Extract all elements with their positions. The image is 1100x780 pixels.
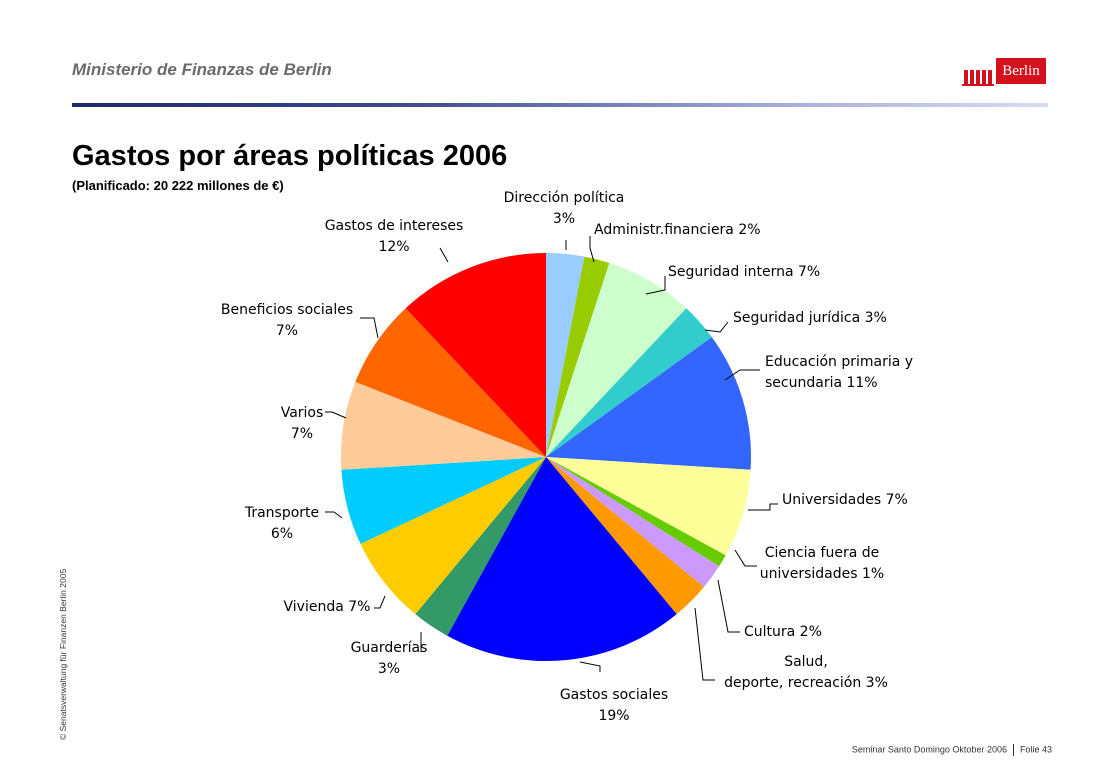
slice-label: 7% [291, 426, 313, 442]
slice-label: 19% [598, 708, 629, 724]
pie-slice [341, 457, 546, 544]
slice-label: 6% [271, 526, 293, 542]
pie-slice [546, 457, 751, 556]
slice-label: Salud, [784, 654, 828, 670]
slice-label: 3% [378, 661, 400, 677]
slice-label: Seguridad interna 7% [668, 264, 820, 280]
slice-label: Guarderías [351, 640, 428, 656]
copyright-text: © Senatsverwaltung für Finanzen Berlin 2… [58, 568, 68, 740]
slice-label: Beneficios sociales [221, 302, 353, 318]
slice-label: Seguridad jurídica 3% [733, 310, 887, 326]
pie-slice [415, 457, 546, 636]
pie-slice [447, 457, 677, 661]
footer-seminar: Seminar Santo Domingo Oktober 2006 [851, 744, 1007, 755]
slice-label: Varios [281, 405, 324, 421]
pie-slice [546, 256, 610, 457]
pie-slice [546, 457, 726, 567]
slice-label: Educación primaria y [765, 354, 913, 370]
slice-label: deporte, recreación 3% [724, 675, 888, 691]
berlin-logo: Berlin [960, 58, 1048, 92]
slice-label: Gastos sociales [560, 687, 668, 703]
footer-separator [1012, 744, 1014, 756]
pie-slice [360, 457, 546, 615]
pie-slice [405, 253, 546, 457]
leader-line [717, 579, 740, 633]
leader-line [325, 411, 347, 419]
leader-line [325, 511, 343, 519]
pie-slice [546, 253, 585, 457]
pie-slice [546, 337, 752, 470]
slice-label: Ciencia fuera de [765, 545, 879, 561]
logo-text: Berlin [996, 58, 1046, 84]
slice-label: Universidades 7% [782, 492, 908, 508]
ministry-title: Ministerio de Finanzas de Berlin [72, 60, 332, 79]
slice-label: universidades 1% [760, 566, 884, 582]
pie-slice [546, 457, 720, 588]
header-divider [72, 103, 1048, 107]
leader-line [724, 369, 760, 381]
leader-line [734, 549, 757, 567]
pie-slice [546, 457, 704, 615]
leader-line [748, 503, 778, 511]
slice-label: 3% [553, 211, 575, 227]
leader-line [360, 317, 379, 339]
leader-line [579, 661, 601, 672]
slice-label: 7% [276, 323, 298, 339]
slice-label: Cultura 2% [744, 624, 822, 640]
slice-label: Dirección política [504, 190, 625, 206]
slice-label: secundaria 11% [765, 375, 878, 391]
leader-line [589, 236, 595, 263]
footer: Seminar Santo Domingo Oktober 2006 Folie … [852, 744, 1052, 756]
leader-line [439, 247, 449, 263]
leader-line [704, 321, 729, 333]
chart-subtitle: (Planificado: 20 222 millones de €) [72, 178, 284, 193]
chart-title: Gastos por áreas políticas 2006 [72, 140, 508, 172]
slice-label: Transporte [244, 505, 319, 521]
footer-page: Folie 43 [1019, 744, 1052, 755]
slice-label: Gastos de intereses [325, 218, 464, 234]
pie-slice [546, 262, 687, 457]
slice-label: Vivienda 7% [284, 599, 371, 615]
pie-slice [546, 308, 712, 457]
leader-line [645, 276, 666, 295]
leader-line [694, 607, 715, 681]
berlin-bars-icon [962, 70, 994, 86]
pie-slice [355, 308, 546, 457]
pie-slice [340, 381, 546, 470]
slice-label: Administr.financiera 2% [594, 222, 761, 238]
slice-label: 12% [378, 239, 409, 255]
leader-line [374, 595, 386, 609]
